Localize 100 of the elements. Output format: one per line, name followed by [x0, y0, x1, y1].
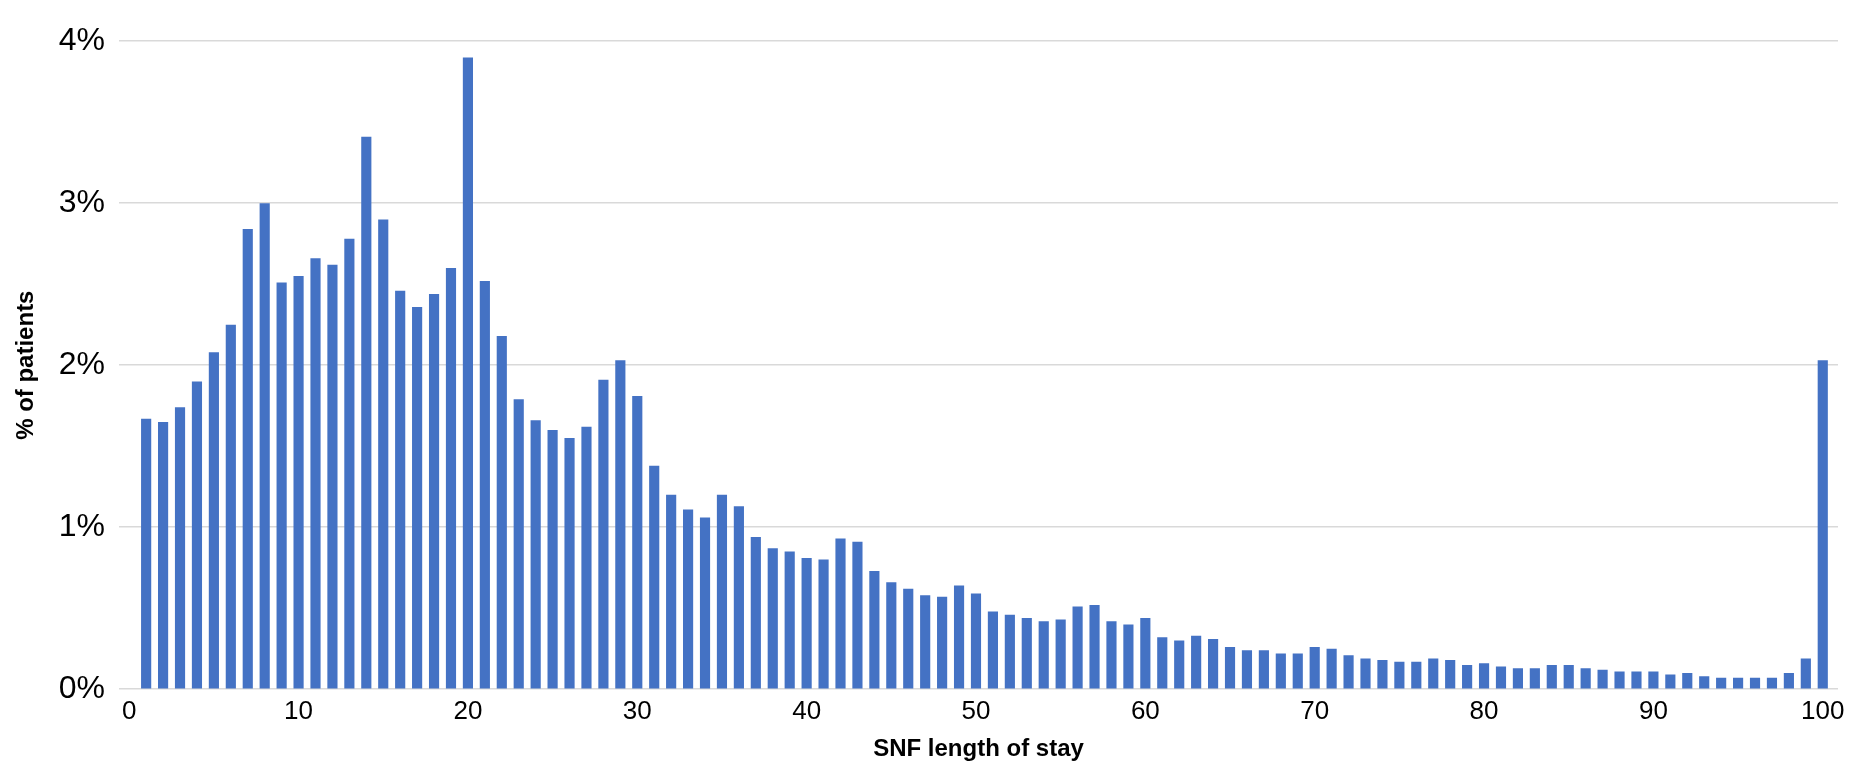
bar: [428, 293, 440, 689]
x-tick-label: 90: [1638, 695, 1668, 726]
bar: [666, 494, 677, 689]
x-tick-label: 100: [1801, 695, 1845, 726]
bar: [1614, 671, 1625, 689]
bar: [259, 203, 270, 689]
bar: [208, 352, 219, 689]
bar: [733, 506, 744, 689]
bar: [801, 557, 812, 689]
bar: [750, 536, 761, 689]
bar: [784, 551, 795, 689]
bar: [1716, 677, 1727, 689]
bar: [327, 264, 338, 689]
bar: [1140, 617, 1151, 689]
bar: [1800, 658, 1811, 689]
bar: [1258, 650, 1269, 689]
bar: [1733, 677, 1744, 689]
bar: [1377, 660, 1388, 689]
bar: [1478, 663, 1490, 689]
bar: [412, 306, 423, 689]
x-tick-label: 50: [961, 695, 991, 726]
bar: [1699, 676, 1710, 689]
bar: [1766, 677, 1778, 689]
bar: [1563, 664, 1574, 689]
bar: [1174, 640, 1185, 689]
bar: [937, 596, 948, 689]
bar: [953, 585, 965, 689]
bar: [141, 418, 152, 689]
bar: [1445, 660, 1456, 689]
bar: [1529, 668, 1540, 689]
bar: [716, 494, 728, 689]
bar: [530, 420, 541, 689]
bar: [1411, 661, 1422, 689]
bar: [1665, 674, 1676, 689]
bar: [174, 407, 186, 689]
bar: [1394, 661, 1405, 689]
bar: [1682, 673, 1693, 689]
bar: [1275, 653, 1286, 689]
bar: [276, 282, 287, 689]
bar: [378, 219, 389, 689]
bar: [987, 611, 998, 689]
bar: [1191, 635, 1202, 689]
bar: [1783, 673, 1794, 689]
bar: [462, 57, 473, 689]
bar: [886, 582, 897, 689]
bar: [547, 430, 558, 689]
x-tick-label: 60: [1130, 695, 1160, 726]
bar: [1546, 664, 1557, 689]
bar: [1343, 655, 1354, 689]
bar: [1495, 666, 1507, 689]
bar: [293, 276, 304, 689]
bar: [1224, 647, 1236, 689]
bar: [1004, 614, 1015, 689]
bar: [632, 395, 643, 689]
bar: [225, 324, 236, 689]
x-tick-label: 30: [622, 695, 652, 726]
bar: [1157, 637, 1168, 689]
y-tick-label: 3%: [58, 183, 106, 220]
x-tick-label: 80: [1469, 695, 1499, 726]
bar: [615, 360, 626, 689]
bar: [1055, 619, 1066, 689]
bar: [1292, 653, 1303, 689]
bar: [1208, 638, 1219, 689]
y-tick-label: 4%: [58, 21, 106, 58]
bar: [903, 588, 914, 689]
bar: [1326, 648, 1337, 689]
bar: [699, 517, 711, 689]
bar: [310, 258, 321, 689]
bar: [1089, 604, 1100, 689]
bar: [395, 290, 406, 689]
x-tick-label: 10: [284, 695, 314, 726]
bar: [242, 229, 253, 689]
bar: [683, 509, 694, 689]
bar: [513, 399, 524, 689]
bar: [1021, 617, 1032, 689]
bar: [158, 421, 169, 689]
bar: [445, 268, 457, 689]
bar: [344, 238, 355, 689]
bar: [767, 548, 778, 689]
y-tick-label: 1%: [58, 507, 106, 544]
bar: [1106, 621, 1117, 689]
bar: [970, 593, 982, 689]
bar: [361, 136, 372, 689]
y-axis-title: % of patients: [11, 290, 39, 440]
bar: [191, 381, 203, 689]
bar: [598, 379, 609, 689]
bar: [1817, 360, 1828, 689]
bar: [1597, 669, 1608, 689]
bar: [852, 541, 863, 689]
x-tick-label: 0: [121, 695, 137, 726]
x-tick-label: 70: [1300, 695, 1330, 726]
x-tick-label: 40: [792, 695, 822, 726]
bar: [869, 570, 880, 689]
bar: [581, 426, 592, 689]
bar: [920, 595, 931, 689]
bar: [1512, 668, 1523, 689]
bar: [818, 559, 829, 689]
x-axis-title: SNF length of stay: [873, 734, 1085, 762]
bar: [1749, 677, 1761, 689]
bar: [1462, 664, 1473, 689]
